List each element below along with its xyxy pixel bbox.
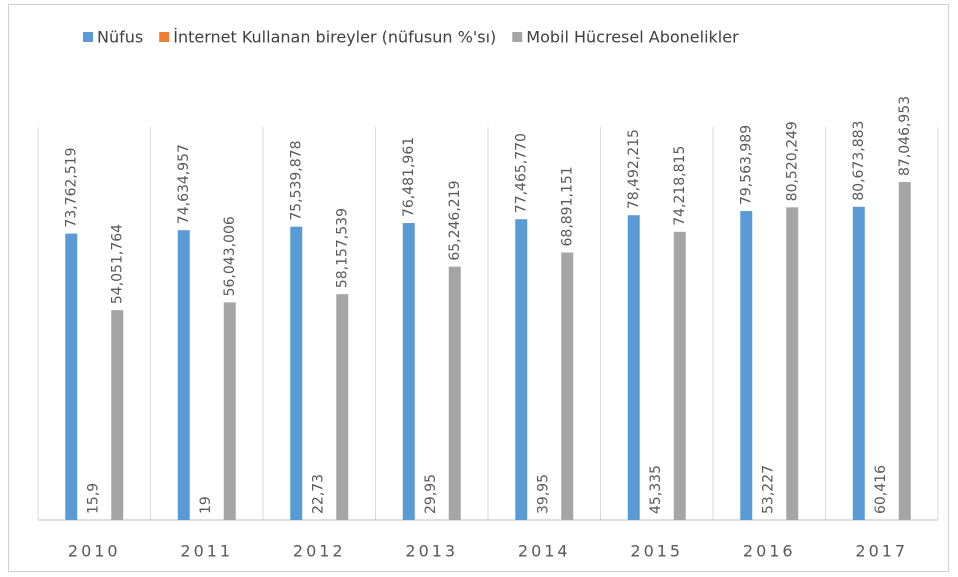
data-label: 22,73 <box>310 474 326 514</box>
data-label: 80,520,249 <box>784 121 800 201</box>
data-label: 68,891,151 <box>559 166 575 246</box>
bar <box>290 226 303 521</box>
x-tick-label: 2010 <box>68 542 121 561</box>
data-label: 79,563,989 <box>738 125 754 205</box>
bar <box>177 230 190 520</box>
x-tick-label: 2015 <box>630 542 683 561</box>
x-tick-label: 2011 <box>180 542 233 561</box>
bar <box>402 223 415 520</box>
bar <box>561 252 574 520</box>
legend-label: İnternet Kullanan bireyler (nüfusun %'sı… <box>173 28 496 47</box>
bar <box>898 182 911 520</box>
data-label: 78,492,215 <box>626 129 642 209</box>
data-label: 80,673,883 <box>851 121 867 201</box>
data-label: 58,157,539 <box>334 208 350 288</box>
bar <box>740 211 753 520</box>
data-label: 74,634,957 <box>176 144 192 224</box>
bar <box>515 219 528 520</box>
data-label: 29,95 <box>423 474 439 514</box>
data-label: 39,95 <box>535 474 551 514</box>
data-label: 19 <box>198 496 214 514</box>
chart-border <box>8 4 949 572</box>
data-label: 87,046,953 <box>897 96 913 176</box>
x-tick-label: 2017 <box>855 542 908 561</box>
bar <box>65 233 78 520</box>
data-label: 15,9 <box>85 483 101 514</box>
data-label: 56,043,006 <box>222 216 238 296</box>
bar <box>223 302 236 520</box>
bar <box>627 215 640 521</box>
data-label: 75,539,878 <box>288 141 304 221</box>
data-label: 76,481,961 <box>401 137 417 217</box>
data-label: 77,465,770 <box>513 133 529 213</box>
data-label: 54,051,764 <box>109 224 125 304</box>
data-label: 74,218,815 <box>672 146 688 226</box>
bar <box>673 231 686 521</box>
x-tick-label: 2012 <box>293 542 346 561</box>
data-label: 60,416 <box>873 465 889 514</box>
legend-swatch <box>83 32 93 42</box>
bar <box>448 266 461 520</box>
x-tick-label: 2014 <box>518 542 571 561</box>
bar <box>336 294 349 520</box>
bar <box>111 310 124 520</box>
data-label: 65,246,219 <box>447 180 463 260</box>
bar <box>852 206 865 520</box>
legend-label: Nüfus <box>97 28 143 47</box>
x-tick-label: 2016 <box>743 542 796 561</box>
legend-swatch <box>512 32 523 42</box>
bar <box>786 207 799 520</box>
legend-label: Mobil Hücresel Abonelikler <box>526 28 739 47</box>
data-label: 53,227 <box>760 465 776 514</box>
x-tick-label: 2013 <box>405 542 458 561</box>
data-label: 45,335 <box>648 465 664 514</box>
legend-swatch <box>159 32 170 42</box>
data-label: 73,762,519 <box>63 147 79 227</box>
